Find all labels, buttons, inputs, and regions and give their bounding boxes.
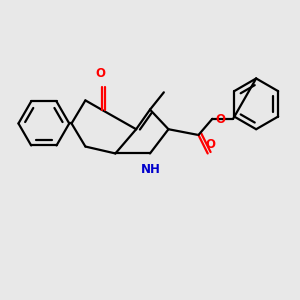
Text: O: O <box>95 67 105 80</box>
Text: NH: NH <box>141 163 161 176</box>
Text: O: O <box>216 113 226 127</box>
Text: O: O <box>205 138 215 151</box>
